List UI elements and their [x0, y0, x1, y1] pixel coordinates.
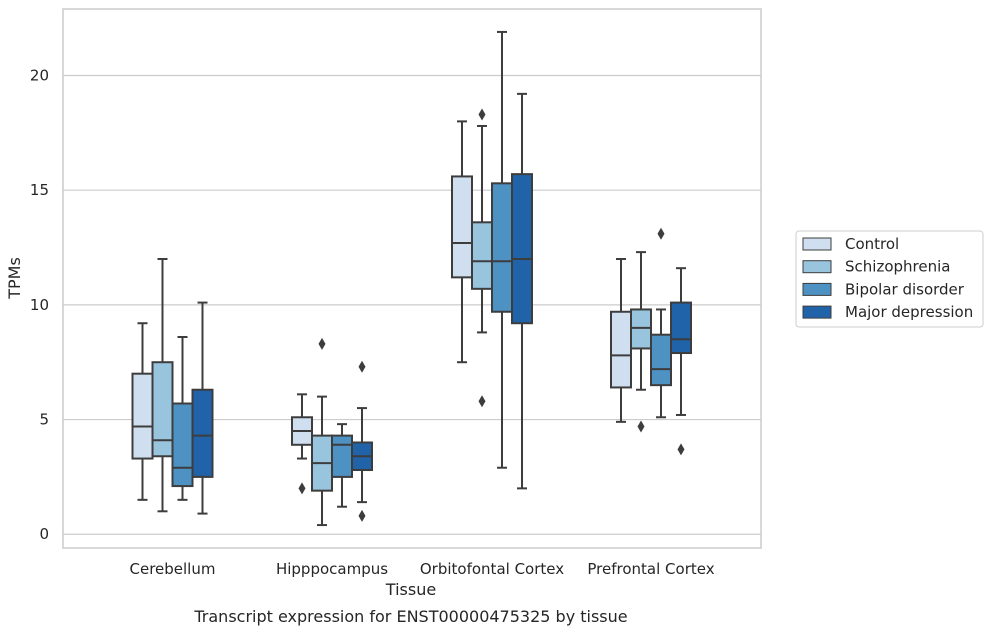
- chart-caption: Transcript expression for ENST0000047532…: [193, 607, 627, 626]
- box: [171, 402, 194, 488]
- outlier-marker: [298, 482, 306, 495]
- legend-label: Major depression: [845, 303, 973, 321]
- plot-frame: [62, 8, 762, 549]
- category-group: [131, 258, 214, 515]
- outlier-marker: [478, 108, 486, 121]
- box: [131, 372, 154, 460]
- y-tick-label: 5: [39, 411, 49, 429]
- outlier-marker: [677, 443, 685, 456]
- legend-swatch: [802, 260, 832, 274]
- category-group: [451, 30, 533, 490]
- legend-swatch: [802, 305, 832, 319]
- box: [451, 175, 473, 279]
- box: [670, 301, 692, 355]
- x-tick-label: Prefrontal Cortex: [587, 560, 714, 578]
- box-groups: [131, 30, 692, 527]
- y-tick-label: 15: [30, 181, 49, 199]
- legend-swatch: [802, 282, 832, 296]
- x-axis-label: Tissue: [385, 580, 436, 599]
- y-tick-label: 20: [30, 67, 49, 85]
- box: [630, 308, 652, 350]
- box: [511, 173, 533, 325]
- x-tick-label: Cerebellum: [130, 560, 216, 578]
- y-axis-label: TPMs: [5, 257, 24, 300]
- legend-label: Control: [845, 235, 899, 253]
- box: [331, 434, 353, 478]
- y-axis-ticks: 0 5 10 15 20: [30, 67, 49, 544]
- outlier-marker: [318, 337, 326, 350]
- legend: Control Schizophrenia Bipolar disorder Majo…: [795, 230, 984, 328]
- box: [191, 388, 214, 478]
- legend-frame: [795, 230, 984, 328]
- outlier-marker: [657, 227, 665, 240]
- legend-label: Schizophrenia: [845, 258, 950, 276]
- category-group: [610, 227, 692, 456]
- box: [471, 221, 493, 290]
- y-tick-label: 0: [39, 525, 49, 543]
- outlier-marker: [358, 509, 366, 522]
- box: [650, 333, 672, 387]
- category-group: [291, 337, 373, 527]
- y-tick-label: 10: [30, 296, 49, 314]
- x-tick-label: Orbitofontal Cortex: [420, 560, 564, 578]
- legend-label: Bipolar disorder: [845, 280, 965, 298]
- box: [610, 310, 632, 389]
- box: [151, 361, 174, 458]
- legend-swatch: [802, 237, 832, 251]
- outlier-marker: [358, 360, 366, 373]
- outlier-marker: [478, 395, 486, 408]
- x-tick-label: Hipppocampus: [276, 560, 388, 578]
- x-axis-ticks: Cerebellum Hipppocampus Orbitofontal Corte…: [130, 560, 715, 578]
- box: [491, 182, 513, 313]
- grid-lines: [63, 74, 761, 535]
- outlier-marker: [637, 420, 645, 433]
